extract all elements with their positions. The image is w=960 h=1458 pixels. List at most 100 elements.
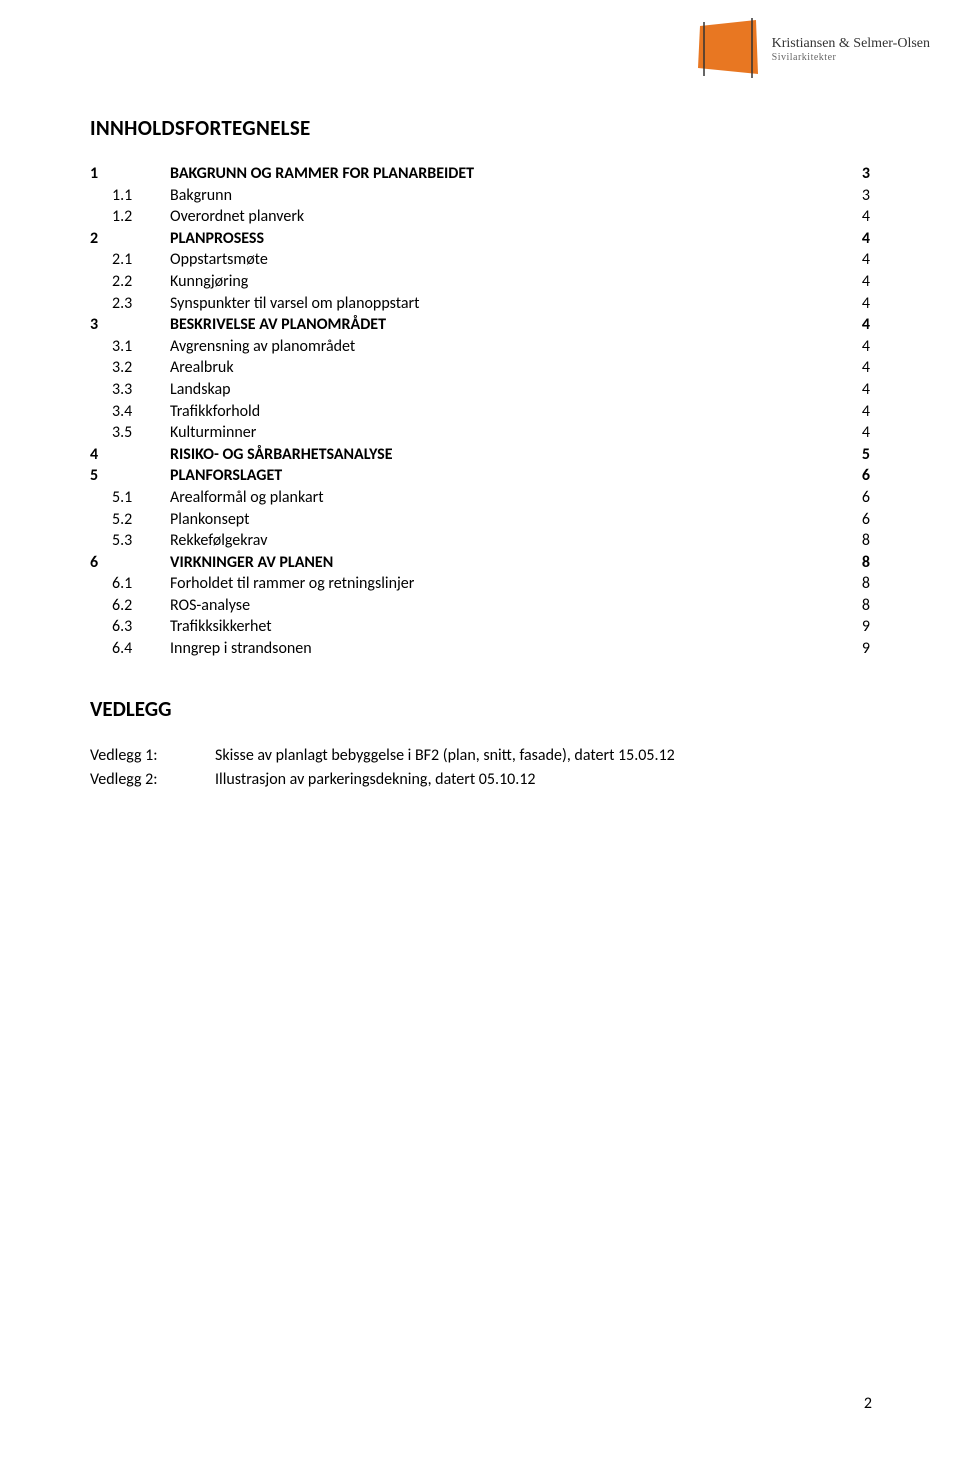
vedlegg-label: Vedlegg 2:	[90, 768, 215, 792]
toc-num	[90, 357, 112, 379]
toc-subnum: 3.1	[112, 336, 170, 358]
toc-left: 3.1Avgrensning av planområdet	[90, 336, 355, 358]
toc-label: Synspunkter til varsel om planoppstart	[170, 293, 420, 315]
toc-page: 5	[840, 444, 870, 466]
toc-page: 4	[840, 336, 870, 358]
toc-label: Oppstartsmøte	[170, 249, 268, 271]
toc-row: 3.4Trafikkforhold4	[90, 401, 870, 423]
toc-row: 6 VIRKNINGER AV PLANEN 8	[90, 552, 870, 574]
toc-row: 2PLANPROSESS 4	[90, 228, 870, 250]
toc-num	[90, 422, 112, 444]
toc-num	[90, 185, 112, 207]
toc-label: VIRKNINGER AV PLANEN	[170, 552, 333, 574]
toc-row: 2.3Synspunkter til varsel om planoppstar…	[90, 293, 870, 315]
toc-page: 8	[840, 552, 870, 574]
toc-subnum: 3.4	[112, 401, 170, 423]
toc-subnum: 6.1	[112, 573, 170, 595]
toc-row: 3BESKRIVELSE AV PLANOMRÅDET4	[90, 314, 870, 336]
toc-label: Forholdet til rammer og retningslinjer	[170, 573, 414, 595]
toc-page: 4	[840, 293, 870, 315]
toc-left: 3.4Trafikkforhold	[90, 401, 260, 423]
toc-page: 4	[840, 228, 870, 250]
logo-sub: Sivilarkitekter	[772, 52, 930, 63]
toc-label: BESKRIVELSE AV PLANOMRÅDET	[170, 314, 386, 336]
toc-num	[90, 401, 112, 423]
toc-left: 4RISIKO- OG SÅRBARHETSANALYSE	[90, 444, 393, 466]
toc-row: 5.3Rekkefølgekrav 8	[90, 530, 870, 552]
toc-label: Trafikkforhold	[170, 401, 260, 423]
toc-num	[90, 616, 112, 638]
toc-left: 2.3Synspunkter til varsel om planoppstar…	[90, 293, 420, 315]
toc-left: 5.3Rekkefølgekrav	[90, 530, 267, 552]
toc-left: 6 VIRKNINGER AV PLANEN	[90, 552, 333, 574]
toc-subnum: 2.2	[112, 271, 170, 293]
toc-row: 4RISIKO- OG SÅRBARHETSANALYSE 5	[90, 444, 870, 466]
toc-subnum	[112, 552, 170, 574]
toc-label: Plankonsept	[170, 509, 250, 531]
toc-left: 6.4Inngrep i strandsonen	[90, 638, 312, 660]
toc-label: Bakgrunn	[170, 185, 232, 207]
toc-left: 2.1Oppstartsmøte	[90, 249, 268, 271]
toc-page: 3	[840, 185, 870, 207]
toc-subnum: 3.5	[112, 422, 170, 444]
toc-num: 5	[90, 465, 112, 487]
toc-num	[90, 206, 112, 228]
toc-row: 1.1Bakgrunn 3	[90, 185, 870, 207]
toc-row: 6.1Forholdet til rammer og retningslinje…	[90, 573, 870, 595]
toc-row: 1.2Overordnet planverk4	[90, 206, 870, 228]
toc-page: 8	[840, 530, 870, 552]
toc-subnum: 3.3	[112, 379, 170, 401]
toc-left: 3.3Landskap	[90, 379, 231, 401]
toc-label: Arealformål og plankart	[170, 487, 324, 509]
toc-label: Rekkefølgekrav	[170, 530, 267, 552]
toc-page: 3	[840, 163, 870, 185]
toc-num	[90, 249, 112, 271]
toc-num	[90, 271, 112, 293]
toc-page: 4	[840, 271, 870, 293]
toc-label: PLANPROSESS	[170, 228, 264, 250]
toc-row: 6.3Trafikksikkerhet9	[90, 616, 870, 638]
toc-row: 5.2Plankonsept6	[90, 509, 870, 531]
toc-subnum: 6.4	[112, 638, 170, 660]
toc-left: 5.2Plankonsept	[90, 509, 250, 531]
toc-left: 5.1Arealformål og plankart	[90, 487, 324, 509]
vedlegg-row: Vedlegg 2:Illustrasjon av parkeringsdekn…	[90, 768, 875, 792]
toc-row: 2.2Kunngjøring4	[90, 271, 870, 293]
toc-row: 5.1Arealformål og plankart6	[90, 487, 870, 509]
vedlegg-text: Skisse av planlagt bebyggelse i BF2 (pla…	[215, 744, 675, 768]
toc-row: 5PLANFORSLAGET6	[90, 465, 870, 487]
logo-main: Kristiansen & Selmer-Olsen	[772, 36, 930, 52]
toc-num	[90, 487, 112, 509]
toc-num	[90, 530, 112, 552]
toc-label: Arealbruk	[170, 357, 234, 379]
toc-label: Kulturminner	[170, 422, 256, 444]
header-logo: Kristiansen & Selmer-Olsen Sivilarkitekt…	[694, 18, 930, 80]
toc-num	[90, 509, 112, 531]
toc-subnum: 1.1	[112, 185, 170, 207]
toc-row: 3.2Arealbruk4	[90, 357, 870, 379]
toc-subnum: 6.2	[112, 595, 170, 617]
toc-num: 1	[90, 163, 112, 185]
toc-left: 1.1Bakgrunn	[90, 185, 232, 207]
toc-label: RISIKO- OG SÅRBARHETSANALYSE	[170, 444, 393, 466]
toc-left: 2PLANPROSESS	[90, 228, 264, 250]
toc-subnum: 2.3	[112, 293, 170, 315]
toc-label: Inngrep i strandsonen	[170, 638, 312, 660]
toc-page: 8	[840, 595, 870, 617]
vedlegg-row: Vedlegg 1:Skisse av planlagt bebyggelse …	[90, 744, 875, 768]
toc-subnum	[112, 314, 170, 336]
toc-subnum: 6.3	[112, 616, 170, 638]
toc-label: ROS-analyse	[170, 595, 250, 617]
toc-subnum: 5.2	[112, 509, 170, 531]
toc-label: BAKGRUNN OG RAMMER FOR PLANARBEIDET	[170, 163, 474, 185]
toc-left: 3BESKRIVELSE AV PLANOMRÅDET	[90, 314, 386, 336]
toc-num	[90, 573, 112, 595]
toc-left: 3.2Arealbruk	[90, 357, 234, 379]
toc-row: 6.4Inngrep i strandsonen9	[90, 638, 870, 660]
toc-num: 6	[90, 552, 112, 574]
toc-num	[90, 293, 112, 315]
toc-subnum: 1.2	[112, 206, 170, 228]
toc-subnum: 5.3	[112, 530, 170, 552]
toc-label: Landskap	[170, 379, 231, 401]
toc-left: 5PLANFORSLAGET	[90, 465, 282, 487]
